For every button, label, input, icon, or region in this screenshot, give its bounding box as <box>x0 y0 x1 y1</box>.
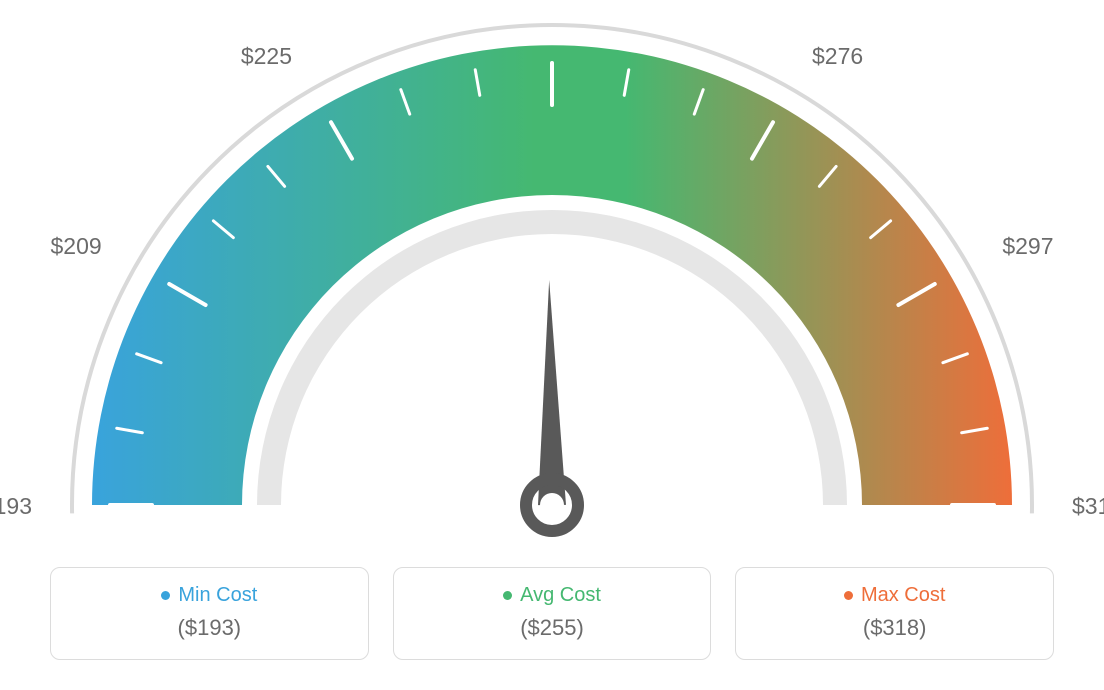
legend-max-title-row: Max Cost <box>736 584 1053 607</box>
legend-card-min: Min Cost ($193) <box>50 567 369 660</box>
gauge-scale-label: $318 <box>1072 493 1104 520</box>
legend-min-title: Min Cost <box>178 584 257 607</box>
legend-min-title-row: Min Cost <box>51 584 368 607</box>
legend-max-value: ($318) <box>736 615 1053 641</box>
legend-row: Min Cost ($193) Avg Cost ($255) Max Cost… <box>50 567 1054 660</box>
legend-card-max: Max Cost ($318) <box>735 567 1054 660</box>
legend-max-title: Max Cost <box>861 584 945 607</box>
legend-avg-title-row: Avg Cost <box>394 584 711 607</box>
gauge-scale-label: $276 <box>812 43 863 70</box>
gauge-chart: $193$209$225$255$276$297$318 <box>0 0 1104 560</box>
gauge-scale-label: $209 <box>42 233 102 260</box>
legend-max-dot-icon <box>844 591 853 600</box>
legend-avg-dot-icon <box>503 591 512 600</box>
legend-min-dot-icon <box>161 591 170 600</box>
legend-avg-value: ($255) <box>394 615 711 641</box>
gauge-scale-label: $193 <box>0 493 32 520</box>
gauge-scale-label: $225 <box>232 43 292 70</box>
legend-card-avg: Avg Cost ($255) <box>393 567 712 660</box>
legend-avg-title: Avg Cost <box>520 584 601 607</box>
gauge-scale-label: $297 <box>1002 233 1053 260</box>
legend-min-value: ($193) <box>51 615 368 641</box>
